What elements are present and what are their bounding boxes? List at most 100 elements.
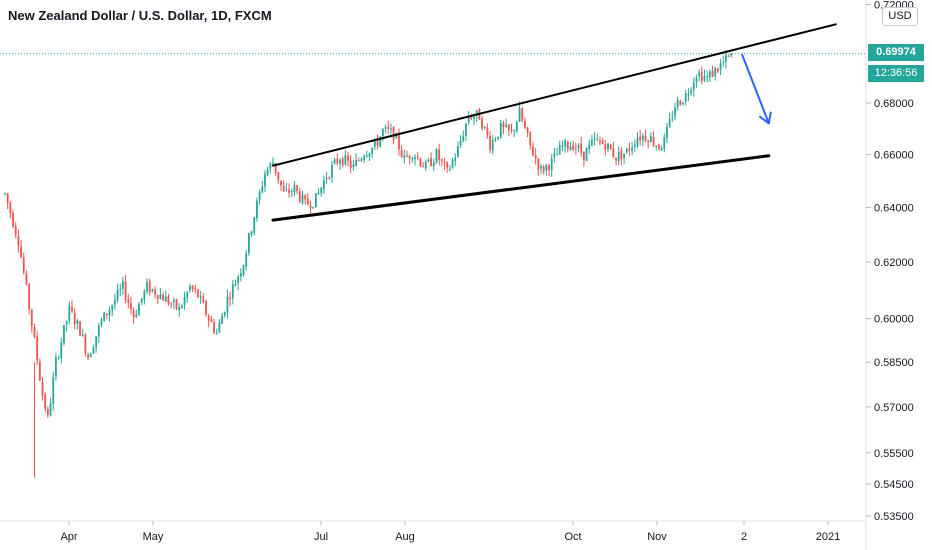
candle bbox=[682, 101, 684, 106]
candle bbox=[451, 158, 454, 169]
candle bbox=[588, 139, 591, 154]
down-arrow-icon[interactable] bbox=[741, 53, 772, 125]
candle bbox=[325, 171, 328, 184]
currency-button[interactable]: USD bbox=[882, 7, 918, 26]
candle bbox=[585, 147, 588, 162]
candle bbox=[489, 130, 491, 154]
candle bbox=[599, 136, 601, 146]
candle bbox=[296, 184, 299, 195]
price-axis[interactable]: 0.72000 0.68000 0.66000 0.64000 0.62000 0.600… bbox=[866, 0, 914, 523]
candle bbox=[277, 171, 280, 184]
candle bbox=[617, 146, 620, 166]
candle bbox=[357, 157, 360, 162]
candle bbox=[36, 331, 39, 365]
support-trend-line[interactable] bbox=[271, 154, 771, 222]
candle bbox=[698, 69, 701, 82]
candle bbox=[331, 160, 333, 184]
candle bbox=[432, 158, 435, 171]
candle bbox=[574, 143, 577, 155]
candle bbox=[553, 147, 556, 163]
candle bbox=[633, 139, 636, 153]
candle bbox=[371, 147, 374, 159]
candle bbox=[210, 315, 213, 323]
x-tick-label: Oct bbox=[564, 531, 581, 543]
candle bbox=[690, 86, 692, 96]
candle bbox=[561, 140, 564, 152]
candle bbox=[625, 147, 628, 155]
candle bbox=[189, 283, 191, 293]
candle bbox=[135, 309, 138, 318]
candle bbox=[668, 112, 671, 129]
candle bbox=[510, 123, 513, 134]
candle bbox=[612, 141, 615, 158]
candle bbox=[282, 180, 285, 193]
candle bbox=[164, 290, 167, 302]
candle bbox=[138, 301, 140, 316]
candle bbox=[652, 131, 655, 148]
candle bbox=[727, 54, 730, 58]
candle bbox=[663, 133, 666, 153]
time-axis[interactable]: Apr May Jul Aug Oct Nov 2 2021 bbox=[60, 521, 840, 543]
candle bbox=[304, 193, 307, 205]
resistance-trend-line[interactable] bbox=[272, 23, 837, 167]
candle bbox=[387, 120, 390, 135]
candle bbox=[534, 148, 537, 165]
candle bbox=[390, 123, 392, 135]
candle bbox=[540, 163, 542, 174]
candle bbox=[38, 358, 41, 381]
candle bbox=[143, 289, 146, 305]
candle bbox=[483, 125, 486, 130]
candle bbox=[30, 309, 33, 333]
candle bbox=[513, 129, 516, 137]
candle bbox=[9, 200, 12, 219]
candle bbox=[46, 406, 49, 418]
candle bbox=[293, 181, 296, 197]
candle bbox=[41, 377, 44, 401]
x-tick-label: Jul bbox=[314, 531, 328, 543]
drawings[interactable] bbox=[271, 23, 837, 222]
candle bbox=[111, 304, 114, 317]
candle bbox=[87, 352, 89, 361]
candle bbox=[457, 141, 459, 158]
last-price-badge: 0.69974 bbox=[868, 44, 924, 61]
candle bbox=[148, 278, 151, 296]
candle bbox=[119, 283, 122, 297]
candle bbox=[159, 288, 162, 300]
candle bbox=[666, 122, 668, 144]
candle bbox=[644, 129, 647, 143]
candle bbox=[100, 317, 103, 328]
candle bbox=[716, 67, 719, 74]
candle bbox=[620, 147, 623, 166]
candle bbox=[97, 323, 100, 344]
candle bbox=[601, 137, 604, 145]
candle bbox=[314, 193, 317, 208]
candle bbox=[264, 170, 266, 193]
candle bbox=[609, 143, 612, 150]
candle bbox=[92, 344, 95, 355]
candle bbox=[6, 192, 9, 210]
candle bbox=[312, 206, 315, 209]
candle bbox=[266, 166, 269, 177]
candle bbox=[113, 293, 116, 310]
candle bbox=[234, 279, 237, 287]
candle bbox=[33, 323, 36, 339]
candle bbox=[341, 156, 344, 168]
candle bbox=[191, 284, 194, 292]
candle bbox=[714, 67, 717, 81]
candle bbox=[301, 190, 304, 206]
candle bbox=[582, 151, 585, 167]
candle bbox=[60, 337, 63, 364]
candle bbox=[288, 183, 290, 198]
candle bbox=[398, 128, 400, 156]
candle bbox=[475, 110, 478, 122]
candle bbox=[28, 282, 31, 315]
candle bbox=[55, 352, 57, 381]
candle bbox=[306, 192, 309, 206]
candle bbox=[84, 332, 87, 357]
candle bbox=[105, 313, 108, 320]
candle bbox=[22, 252, 25, 275]
candle bbox=[333, 157, 336, 165]
candle bbox=[400, 145, 403, 158]
candle bbox=[247, 232, 250, 256]
